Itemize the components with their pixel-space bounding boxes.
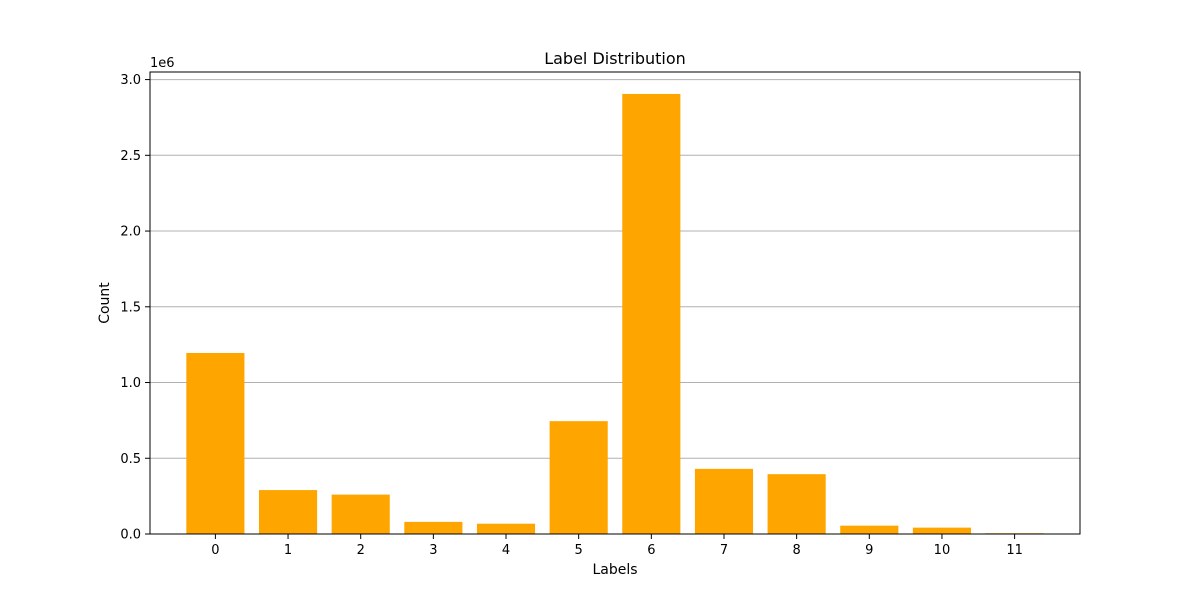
x-tick-label: 4: [502, 543, 510, 558]
bar-7: [694, 468, 754, 534]
x-tick-label: 8: [793, 543, 801, 558]
x-tick-label: 9: [865, 543, 873, 558]
bar-8: [767, 474, 826, 534]
grid-lines: [150, 79, 1080, 535]
x-tick-label: 6: [647, 543, 655, 558]
bar-9: [840, 525, 899, 534]
bar-3: [404, 521, 463, 534]
x-tick-label: 0: [211, 543, 219, 558]
plot-frame: [149, 71, 1081, 535]
x-tick-label: 11: [1006, 543, 1023, 558]
ticks: 0.0 0.5 1.0 1.5 2.0 2.5 3.0 0 1 2 3 4 5 6 7 8 9 10 11: [120, 73, 1023, 558]
y-axis-label: Count: [97, 282, 113, 324]
chart-title: Label Distribution: [544, 49, 686, 68]
y-tick-label: 3.0: [120, 73, 141, 88]
bar-1: [258, 490, 318, 534]
y-tick-label: 2.5: [120, 149, 141, 164]
x-tick-label: 3: [429, 543, 437, 558]
y-tick-label: 1.5: [120, 300, 141, 315]
x-axis-label: Labels: [592, 562, 637, 578]
y-tick-label: 0.5: [120, 452, 141, 467]
x-tick-label: 1: [284, 543, 292, 558]
bars: [186, 93, 1044, 535]
bar-0: [186, 352, 245, 534]
y-tick-label: 1.0: [120, 376, 141, 391]
y-axis-offset-label: 1e6: [150, 56, 175, 71]
bar-4: [476, 523, 536, 534]
x-tick-label: 5: [575, 543, 583, 558]
bar-2: [331, 494, 390, 534]
bar-5: [549, 421, 608, 534]
y-tick-label: 0.0: [120, 528, 141, 543]
x-tick-label: 2: [357, 543, 365, 558]
y-tick-label: 2.0: [120, 225, 141, 240]
x-tick-label: 7: [720, 543, 728, 558]
bar-6: [622, 93, 681, 535]
bar-10: [912, 527, 972, 534]
x-tick-label: 10: [934, 543, 951, 558]
